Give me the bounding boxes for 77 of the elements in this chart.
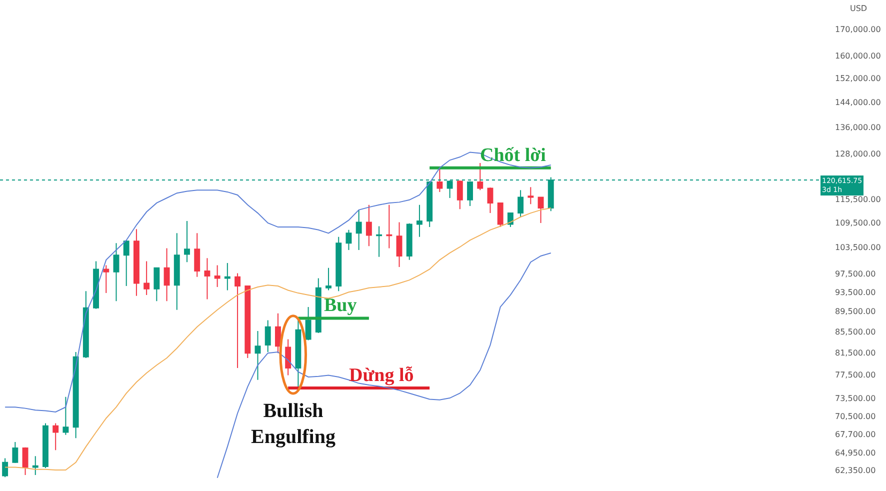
candlestick (244, 285, 251, 358)
candlestick (538, 196, 544, 224)
candlestick (234, 272, 241, 368)
candlestick (144, 260, 150, 296)
y-tick-label: 152,000.00 (835, 74, 881, 84)
candlestick (194, 232, 200, 278)
candlestick (346, 229, 352, 250)
y-tick-label: 73,500.00 (835, 394, 876, 403)
y-tick-label: 85,500.00 (835, 327, 876, 336)
candlestick (315, 278, 322, 334)
y-tick-label: 103,500.00 (835, 243, 881, 252)
candlestick (295, 320, 302, 388)
y-tick-label: 115,500.00 (835, 194, 881, 204)
candlestick (184, 220, 190, 263)
candlestick (305, 306, 312, 341)
y-tick-label: 160,000.00 (835, 52, 881, 61)
y-tick-label: 170,000.00 (835, 24, 881, 34)
candlestick (32, 456, 38, 476)
line-series (216, 252, 552, 478)
series-label: Dừng lỗ (349, 365, 414, 386)
y-tick-label: 64,950.00 (835, 448, 876, 458)
candlestick (396, 222, 402, 268)
candlestick (254, 330, 261, 380)
candlestick (123, 240, 130, 287)
candlestick (82, 290, 89, 358)
candlestick (497, 202, 504, 228)
candlestick (456, 180, 463, 210)
candlestick (72, 352, 79, 439)
candlestick (518, 190, 524, 218)
candlestick (356, 209, 362, 250)
candlestick (487, 186, 494, 214)
y-tick-label: 97,500.00 (835, 269, 876, 278)
candlestick (113, 242, 120, 302)
y-tick-label: 128,000.00 (835, 150, 881, 159)
candlestick (224, 262, 230, 291)
candlestick (285, 338, 292, 376)
candlestick (214, 264, 220, 288)
candlestick (103, 264, 110, 294)
y-axis-title: USD (850, 4, 868, 13)
line-series (4, 207, 552, 471)
candlestick (406, 222, 412, 260)
candlestick (386, 204, 392, 249)
y-tick-label: 136,000.00 (835, 123, 881, 132)
y-tick-label: 93,500.00 (835, 288, 876, 297)
y-tick-label: 89,500.00 (835, 307, 876, 316)
candlestick (528, 186, 534, 205)
candlestick (264, 320, 271, 353)
candlestick (22, 446, 28, 476)
series-label: Chốt lời (480, 145, 546, 166)
y-tick-label: 77,500.00 (835, 370, 876, 380)
candlestick (174, 232, 180, 310)
annotation: Bullish Engulfing (251, 400, 336, 448)
candlestick (204, 258, 210, 300)
y-tick-label: 70,500.00 (835, 412, 876, 422)
candlestick (274, 312, 281, 354)
candlestick (416, 204, 422, 238)
candlestick (42, 422, 48, 468)
candlestick (376, 226, 382, 258)
y-tick-label: 144,000.00 (835, 98, 881, 107)
series-label: Buy (324, 295, 358, 316)
y-tick-label: 109,500.00 (835, 218, 881, 228)
candlestick (62, 396, 69, 436)
candlestick (164, 248, 170, 302)
candlestick (326, 267, 332, 291)
y-tick-label: 67,700.00 (835, 430, 876, 439)
candlestick (2, 458, 8, 478)
candlestick (154, 266, 160, 302)
candlestick (336, 236, 342, 292)
candlestick (477, 162, 484, 191)
candlestick (436, 167, 443, 192)
y-tick-label: 62,350.00 (835, 466, 876, 476)
candlestick (93, 260, 99, 310)
y-tick-label: 81,500.00 (835, 348, 876, 358)
candlestick (366, 204, 372, 247)
candlestick (12, 442, 18, 464)
candlestick (52, 422, 59, 451)
candlestick (133, 228, 140, 296)
